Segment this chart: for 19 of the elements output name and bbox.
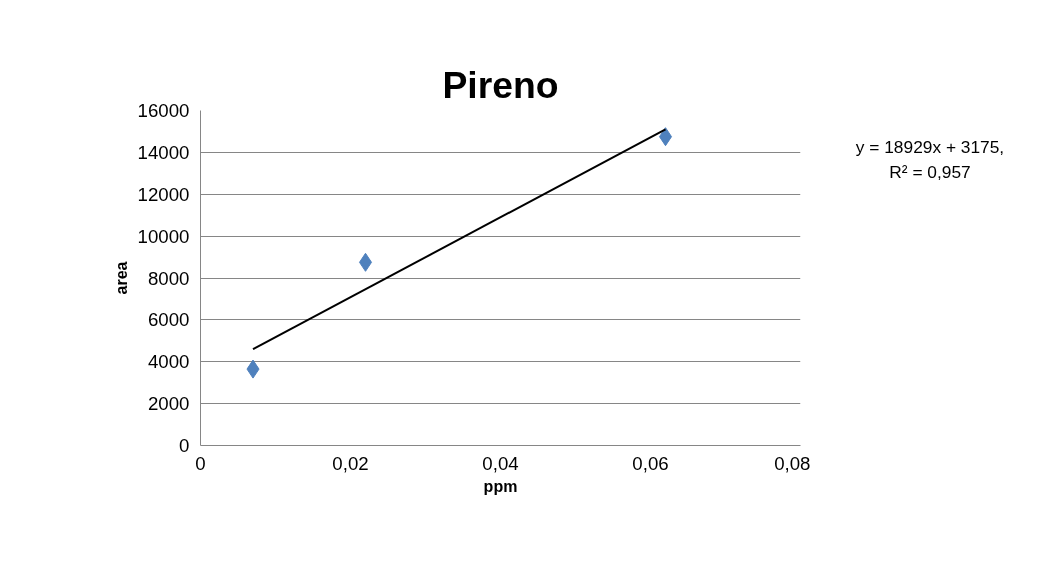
x-tick-label: 0 bbox=[195, 452, 206, 474]
y-tick-label: 2000 bbox=[148, 393, 190, 415]
point bbox=[246, 359, 260, 379]
x-tick-label: 0,08 bbox=[774, 452, 811, 474]
y-tick-label: 14000 bbox=[137, 141, 190, 163]
chart-title: Pireno bbox=[442, 63, 559, 106]
x-tick-label: 0,02 bbox=[332, 452, 369, 474]
text: y = 18929x + 3175, R² = 0,957 bbox=[855, 136, 1005, 184]
y-tick-label: 6000 bbox=[148, 309, 190, 331]
y-tick-label: 10000 bbox=[137, 225, 190, 247]
y-tick-label: 4000 bbox=[148, 351, 190, 373]
y-tick-label: 12000 bbox=[137, 183, 190, 205]
x-axis-title: ppm bbox=[483, 477, 518, 495]
x-tick-label: 0,06 bbox=[632, 452, 669, 474]
y-axis-title: area bbox=[112, 261, 130, 295]
y-tick-label: 16000 bbox=[137, 100, 190, 121]
y-tick-label: 8000 bbox=[148, 267, 190, 289]
y-tick-label: 0 bbox=[179, 435, 190, 456]
x-tick-label: 0,04 bbox=[482, 452, 519, 474]
